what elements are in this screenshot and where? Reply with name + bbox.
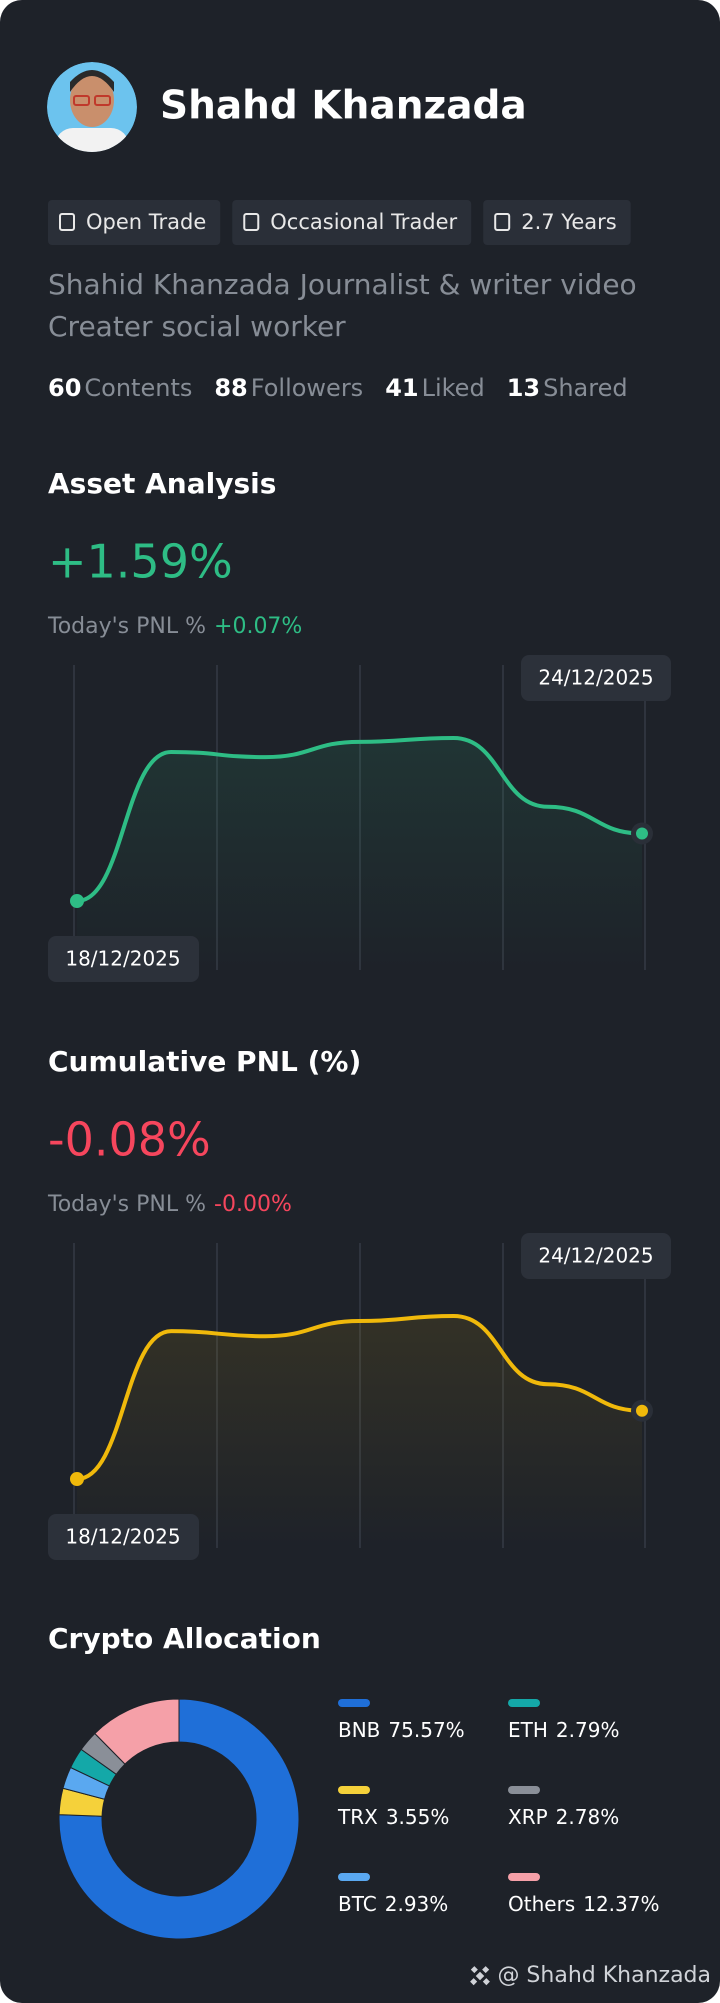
- legend-entry: XRP 2.78%: [508, 1805, 619, 1829]
- stat-label: Contents: [84, 374, 192, 402]
- headline: -0.08%: [48, 1113, 211, 1167]
- subtitle-value: -0.00%: [214, 1192, 292, 1217]
- tooltip-box: [521, 655, 671, 701]
- tag-label: 2.7 Years: [521, 210, 616, 234]
- point: [70, 1472, 84, 1486]
- tooltip-date: 24/12/2025: [538, 1244, 653, 1268]
- tooltip-box: [521, 1233, 671, 1279]
- subtitle-value: +0.07%: [214, 614, 302, 639]
- line: [76, 1313, 643, 1481]
- area: [77, 1316, 642, 1548]
- stat-value: 13: [507, 374, 540, 402]
- stat-value: 88: [214, 374, 247, 402]
- tag-icon: [59, 213, 75, 231]
- section-title: Asset Analysis: [48, 467, 276, 500]
- tooltip-date: 18/12/2025: [65, 1525, 180, 1549]
- subtitle: Today's PNL % -0.00%: [47, 1192, 292, 1217]
- legend-swatch: [338, 1786, 370, 1794]
- legend-value: 3.55%: [386, 1805, 450, 1829]
- bio-line: Shahid Khanzada Journalist & writer vide…: [48, 268, 637, 301]
- user-name: Shahd Khanzada: [160, 84, 527, 129]
- stat-value: 41: [385, 374, 418, 402]
- headline: +1.59%: [48, 535, 233, 589]
- footer-text: @ Shahd Khanzada: [497, 1963, 711, 1988]
- subtitle: Today's PNL % +0.07%: [47, 614, 302, 639]
- avatar: [47, 62, 137, 152]
- subtitle-label: Today's PNL %: [47, 614, 206, 639]
- legend-entry: ETH 2.79%: [508, 1718, 619, 1742]
- legend-entry: Others 12.37%: [508, 1892, 659, 1916]
- bio-line: Creater social worker: [48, 310, 346, 343]
- legend-entry: TRX 3.55%: [337, 1805, 449, 1829]
- point: [636, 1404, 648, 1417]
- area: [77, 738, 642, 970]
- subtitle-label: Today's PNL %: [47, 1192, 206, 1217]
- stat-label: Followers: [251, 374, 363, 402]
- tooltip-date: 18/12/2025: [65, 947, 180, 971]
- tag-label: Open Trade: [86, 210, 206, 234]
- legend-name: ETH: [508, 1718, 548, 1742]
- tag: Open Trade: [48, 200, 221, 245]
- footer: @ Shahd Khanzada: [470, 1963, 711, 1988]
- line: [76, 735, 643, 903]
- legend-value: 2.93%: [385, 1892, 449, 1916]
- point: [636, 827, 648, 840]
- stat-value: 60: [48, 374, 81, 402]
- tag-background: [483, 200, 631, 245]
- legend-name: TRX: [337, 1805, 378, 1829]
- tag-label: Occasional Trader: [270, 210, 457, 234]
- legend-swatch: [508, 1699, 540, 1707]
- tooltip-box: [48, 1514, 199, 1560]
- tag-background: [232, 200, 472, 245]
- donut-slice: [94, 1698, 180, 1765]
- legend-name: XRP: [508, 1805, 548, 1829]
- legend-value: 2.79%: [556, 1718, 620, 1742]
- legend-swatch: [508, 1786, 540, 1794]
- tooltip-box: [48, 936, 199, 982]
- tooltip-date: 24/12/2025: [538, 666, 653, 690]
- legend-name: Others: [508, 1892, 575, 1916]
- tag-background: [48, 200, 221, 245]
- legend-entry: BTC 2.93%: [338, 1892, 448, 1916]
- legend-value: 12.37%: [583, 1892, 659, 1916]
- stat-label: Liked: [422, 374, 485, 402]
- tag-icon: [243, 213, 260, 231]
- section-title: Crypto Allocation: [48, 1622, 321, 1655]
- legend-value: 2.78%: [556, 1805, 620, 1829]
- donut-slice: [58, 1698, 300, 1940]
- section-title: Cumulative PNL (%): [48, 1045, 361, 1078]
- stats: 60 Contents 88 Followers 41 Liked 13 Shared: [48, 374, 628, 402]
- tag-icon: [494, 213, 511, 231]
- stat-label: Shared: [543, 374, 628, 402]
- legend-swatch: [338, 1699, 370, 1707]
- tag: Occasional Trader: [232, 200, 472, 245]
- legend-value: 75.57%: [388, 1718, 464, 1742]
- legend-swatch: [508, 1873, 540, 1881]
- legend-name: BNB: [338, 1718, 380, 1742]
- legend-swatch: [338, 1873, 370, 1881]
- tag: 2.7 Years: [483, 200, 631, 245]
- legend-entry: BNB 75.57%: [338, 1718, 465, 1742]
- point: [70, 894, 84, 908]
- legend-name: BTC: [338, 1892, 377, 1916]
